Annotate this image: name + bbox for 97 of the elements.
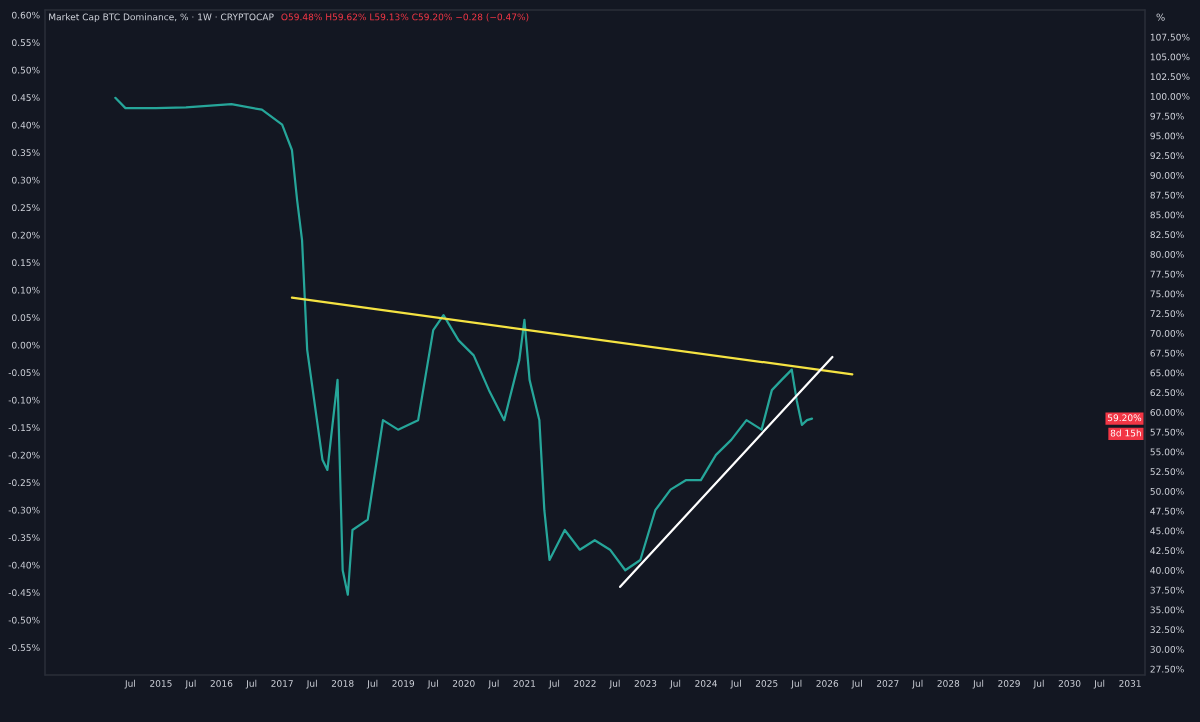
chart-subtitle: O59.48% H59.62% L59.13% C59.20% −0.28 (−0.47%) (281, 13, 529, 22)
y-tick-label: -0.25% (8, 479, 40, 487)
y2-tick-label: 105.00% (1150, 53, 1190, 61)
y2-tick-label: 60.00% (1150, 408, 1184, 416)
x-tick-label: 2023 (634, 680, 657, 687)
x-tick-label: 2031 (1119, 680, 1141, 687)
x-tick-label: 2020 (452, 680, 475, 687)
x-tick-label: 2025 (755, 680, 778, 687)
y2-axis-title: % (1156, 13, 1165, 21)
y2-tick-label: 92.50% (1150, 152, 1184, 160)
y-tick-label: -0.30% (8, 506, 40, 514)
y-tick-label: -0.45% (8, 589, 40, 597)
x-tick-label: 2015 (150, 680, 172, 687)
y-tick-label: 0.15% (12, 259, 40, 267)
y2-tick-label: 82.50% (1150, 231, 1184, 239)
y-tick-label: 0.50% (12, 66, 40, 74)
y-tick-label: 0.25% (12, 204, 40, 212)
y2-tick-label: 77.50% (1150, 270, 1184, 278)
x-tick-label: Jul (609, 679, 620, 689)
x-tick-label: 2028 (937, 680, 960, 687)
y2-tick-label: 87.50% (1150, 191, 1184, 199)
y-tick-label: -0.40% (8, 561, 40, 569)
y-tick-label: -0.35% (8, 534, 40, 542)
x-tick-label: 2026 (816, 680, 839, 687)
y2-tick-label: 80.00% (1150, 250, 1184, 258)
y-tick-label: 0.10% (12, 286, 40, 294)
x-tick-label: 2016 (210, 680, 233, 687)
y2-tick-label: 40.00% (1150, 566, 1184, 574)
x-tick-label: Jul (306, 679, 317, 689)
y2-tick-label: 37.50% (1150, 586, 1184, 594)
x-tick-label: Jul (669, 679, 681, 689)
y2-tick-label: 70.00% (1150, 329, 1184, 337)
y2-tick-label: 57.50% (1150, 428, 1184, 436)
y-tick-label: 0.35% (12, 149, 40, 157)
y2-tick-label: 52.50% (1150, 468, 1184, 476)
y-tick-label: 0.60% (12, 11, 40, 19)
x-tick-label: 2024 (695, 680, 718, 687)
y-tick-label: 0.05% (12, 314, 40, 322)
x-tick-label: Jul (972, 679, 984, 689)
y-tick-label: -0.20% (8, 451, 40, 459)
y2-tick-label: 107.50% (1150, 33, 1190, 41)
y2-tick-label: 102.50% (1150, 73, 1190, 81)
x-tick-label: Jul (548, 679, 560, 689)
x-tick-label: Jul (245, 679, 257, 689)
y2-tick-label: 67.50% (1150, 349, 1184, 357)
y2-tick-label: 72.50% (1150, 310, 1184, 318)
x-tick-label: Jul (427, 679, 438, 689)
line-series (114, 96, 814, 596)
y-tick-label: -0.15% (8, 424, 40, 432)
y-tick-label: 0.45% (12, 94, 40, 102)
y2-tick-label: 100.00% (1150, 92, 1190, 100)
y2-tick-label: 97.50% (1150, 112, 1184, 120)
y-tick-label: -0.10% (8, 396, 40, 404)
y2-tick-label: 50.00% (1150, 487, 1184, 495)
x-tick-label: 2018 (331, 680, 354, 687)
x-tick-label: 2022 (574, 680, 596, 687)
y-tick-label: 0.55% (12, 39, 40, 47)
x-tick-label: Jul (790, 679, 802, 689)
x-tick-label: Jul (1093, 679, 1105, 689)
x-tick-label: 2029 (998, 680, 1020, 687)
annotation: 59.20% (1107, 414, 1142, 422)
y2-tick-label: 32.50% (1150, 626, 1184, 634)
x-tick-label: Jul (124, 679, 136, 689)
x-tick-label: 2027 (876, 680, 899, 687)
x-tick-label: Jul (1033, 679, 1044, 689)
y-tick-label: 0.00% (12, 341, 40, 349)
annotation: 8d 15h (1110, 429, 1141, 437)
y-tick-label: 0.40% (12, 121, 40, 129)
y2-tick-label: 35.00% (1150, 606, 1184, 614)
x-tick-label: Jul (366, 679, 378, 689)
x-tick-label: Jul (851, 679, 862, 689)
x-tick-label: Jul (911, 679, 923, 689)
y2-tick-label: 75.00% (1150, 290, 1184, 298)
y-tick-label: -0.05% (8, 369, 40, 377)
y-tick-label: -0.55% (8, 644, 40, 652)
y2-tick-label: 65.00% (1150, 369, 1184, 377)
chart-title: Market Cap BTC Dominance, % · 1W · CRYPTOCAP (49, 13, 274, 23)
x-tick-label: 2017 (271, 680, 293, 687)
y2-tick-label: 95.00% (1150, 132, 1184, 140)
x-tick-label: 2030 (1058, 680, 1081, 687)
x-tick-label: 2019 (392, 680, 415, 687)
y-tick-label: 0.20% (12, 231, 40, 239)
x-tick-label: Jul (185, 679, 196, 689)
y2-tick-label: 90.00% (1150, 171, 1184, 179)
y2-tick-label: 30.00% (1150, 645, 1184, 653)
y2-tick-label: 85.00% (1150, 211, 1184, 219)
x-tick-label: 2021 (513, 680, 536, 687)
x-tick-label: Jul (730, 679, 741, 689)
y2-tick-label: 42.50% (1150, 547, 1184, 555)
y2-tick-label: 27.50% (1150, 665, 1184, 673)
y2-tick-label: 47.50% (1150, 507, 1184, 515)
x-tick-label: Jul (488, 679, 499, 689)
y2-tick-label: 62.50% (1150, 389, 1184, 397)
y-tick-label: -0.50% (8, 616, 40, 624)
y-tick-label: 0.30% (12, 176, 40, 184)
y2-tick-label: 45.00% (1150, 527, 1184, 535)
y2-tick-label: 55.00% (1150, 448, 1184, 456)
